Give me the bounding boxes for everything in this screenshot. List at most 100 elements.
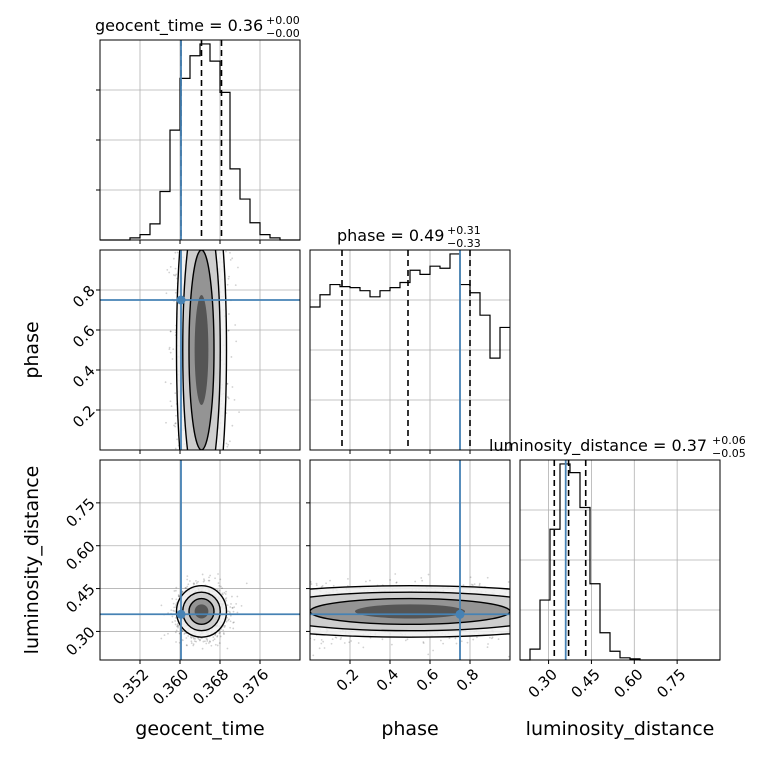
y-tick-label: 0.4 <box>69 362 99 392</box>
corner-titles: geocent_time = 0.36 +0.00 −0.00 phase = … <box>95 14 746 460</box>
sample-point <box>181 590 184 593</box>
sample-point <box>229 614 232 617</box>
sample-point <box>235 602 238 605</box>
sample-point <box>245 582 248 585</box>
title-phase-plus: +0.31 <box>447 224 481 237</box>
sample-point <box>231 424 234 427</box>
sample-point <box>176 438 179 441</box>
x-tick-label: 0.45 <box>567 665 603 701</box>
sample-point <box>173 590 176 592</box>
injection-marker <box>176 295 186 305</box>
y-tick-label: 0.45 <box>62 580 98 616</box>
sample-point <box>225 442 228 445</box>
sample-point <box>202 580 205 583</box>
x-tick-label: 0.4 <box>373 665 403 695</box>
sample-point <box>171 358 174 360</box>
sample-point <box>454 637 457 640</box>
sample-point <box>187 583 190 586</box>
sample-point <box>178 595 181 598</box>
sample-point <box>216 634 219 637</box>
title-luminosity-distance-plus: +0.06 <box>712 434 746 447</box>
y-axis-label-phase: phase <box>21 321 43 378</box>
sample-point <box>231 257 234 260</box>
sample-point <box>230 356 233 358</box>
sample-point <box>234 284 237 287</box>
title-luminosity-distance-prefix: luminosity_distance = 0.37 <box>489 436 707 456</box>
sample-point <box>439 639 442 642</box>
sample-point <box>174 251 177 254</box>
sample-point <box>214 577 216 580</box>
sample-point <box>507 581 510 583</box>
sample-point <box>222 629 225 632</box>
sample-point <box>365 580 367 583</box>
sample-point <box>174 620 177 622</box>
panel-frame <box>309 249 511 451</box>
density-level <box>194 295 209 405</box>
sample-point <box>229 620 232 623</box>
x-tick-label: 0.368 <box>189 665 232 708</box>
sample-point <box>227 619 230 622</box>
sample-point <box>218 642 221 644</box>
sample-point <box>348 641 351 644</box>
sample-point <box>224 593 227 595</box>
sample-point <box>362 646 365 649</box>
sample-point <box>489 636 491 639</box>
sample-point <box>470 583 473 586</box>
sample-point <box>320 585 323 588</box>
y-axis-label-luminosity-distance: luminosity_distance <box>21 466 43 655</box>
sample-point <box>471 584 474 587</box>
title-phase-prefix: phase = 0.49 <box>337 226 444 245</box>
sample-point <box>177 595 180 598</box>
sample-point <box>226 616 229 619</box>
sample-point <box>212 636 215 638</box>
sample-point <box>204 640 206 643</box>
sample-point <box>395 581 398 584</box>
sample-point <box>175 586 178 589</box>
sample-point <box>174 267 177 270</box>
sample-point <box>208 576 210 579</box>
sample-point <box>330 642 333 645</box>
sample-point <box>229 440 231 443</box>
sample-point <box>469 576 472 579</box>
sample-point <box>219 635 222 638</box>
x-tick-label: 0.352 <box>109 665 152 708</box>
contour-line <box>310 597 510 625</box>
sample-point <box>318 647 321 650</box>
histogram-step-geocent-time <box>100 43 300 241</box>
sample-point <box>508 655 510 658</box>
sample-point <box>357 642 360 644</box>
sample-point <box>228 275 230 278</box>
sample-point <box>169 330 172 333</box>
sample-point <box>219 578 222 581</box>
sample-point <box>227 329 230 332</box>
sample-point <box>478 582 481 585</box>
sample-point <box>214 634 217 637</box>
sample-point <box>236 595 239 598</box>
sample-point <box>170 609 173 612</box>
sample-point <box>486 646 489 649</box>
sample-point <box>331 638 334 641</box>
density-level <box>355 604 465 619</box>
sample-point <box>226 604 229 607</box>
sample-point <box>222 593 224 596</box>
sample-point <box>187 635 190 637</box>
contour-line <box>188 597 215 625</box>
panel-frame <box>519 459 721 661</box>
sample-point <box>177 594 180 596</box>
sample-point <box>486 576 489 579</box>
x-axis-label-luminosity-distance: luminosity_distance <box>526 718 715 740</box>
sample-point <box>422 642 425 645</box>
hist-panel-phase <box>309 249 511 454</box>
sample-point <box>173 424 175 427</box>
sample-point <box>172 602 175 605</box>
sample-point <box>205 642 208 645</box>
sample-point <box>185 644 188 646</box>
sample-point <box>173 610 176 613</box>
sample-point <box>174 422 177 424</box>
x-tick-label: 0.75 <box>653 665 689 701</box>
sample-point <box>169 265 172 268</box>
sample-point <box>329 579 331 582</box>
